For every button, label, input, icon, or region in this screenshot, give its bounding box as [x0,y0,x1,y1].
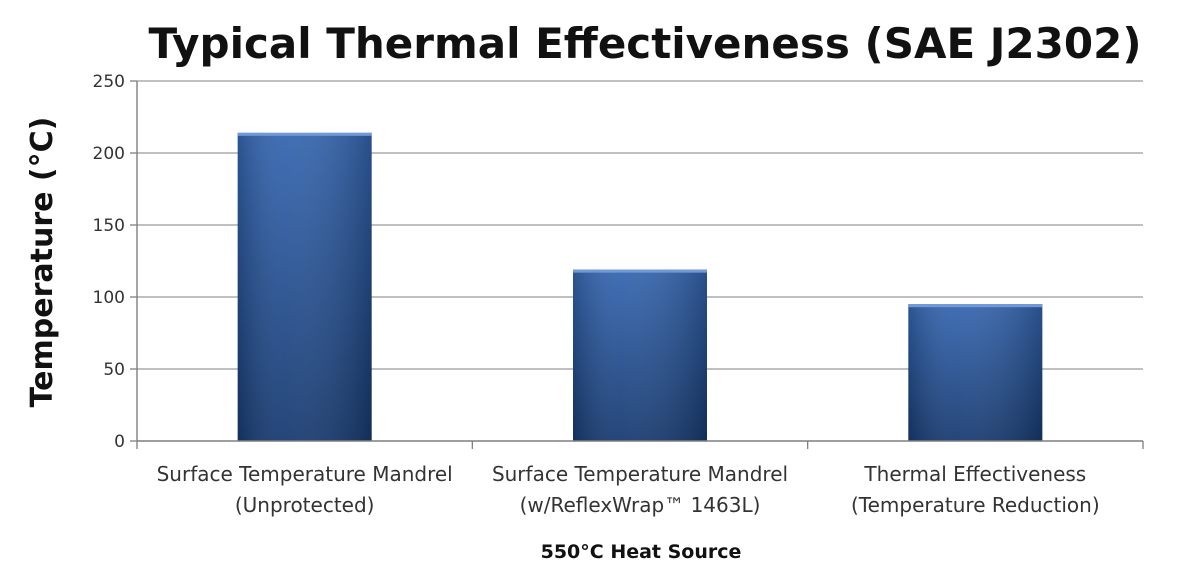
bar-top-highlight [237,132,372,136]
x-category-label-line: (w/ReflexWrap™ 1463L) [520,493,761,517]
bar [573,269,707,441]
axes [136,81,1144,449]
x-category-label: Surface Temperature Mandrel (w/ReflexWrap… [492,462,788,517]
y-tick-label: 100 [93,288,125,308]
x-axis-label: 550°C Heat Source [541,541,742,563]
y-tick-label: 200 [93,144,125,164]
x-category-label-line: (Unprotected) [235,493,375,517]
bar-shade [573,269,707,441]
x-category-label-line: Surface Temperature Mandrel [157,462,453,486]
category-labels: Surface Temperature Mandrel (Unprotected)… [157,462,1100,517]
x-category-label-line: Thermal Effectiveness [863,462,1086,486]
bar-shade [237,132,372,441]
bar-shade [908,304,1043,441]
x-category-label-line: (Temperature Reduction) [851,493,1100,517]
bar [908,304,1043,441]
x-category-label: Thermal Effectiveness (Temperature Reduct… [851,462,1100,517]
y-tick-label: 150 [93,216,125,236]
x-category-label: Surface Temperature Mandrel (Unprotected) [157,462,453,517]
bars [237,132,1043,441]
y-axis-label: Temperature (°C) [25,117,60,408]
y-tick-label: 0 [114,432,125,452]
y-tick-label: 250 [93,72,125,92]
bar-top-highlight [908,304,1043,308]
bar-top-highlight [573,269,707,273]
x-category-label-line: Surface Temperature Mandrel [492,462,788,486]
y-axis-ticks: 0 50 100 150 200 250 [93,72,137,452]
chart-title: Typical Thermal Effectiveness (SAE J2302… [148,19,1141,68]
bar [237,132,372,441]
y-tick-label: 50 [103,360,125,380]
